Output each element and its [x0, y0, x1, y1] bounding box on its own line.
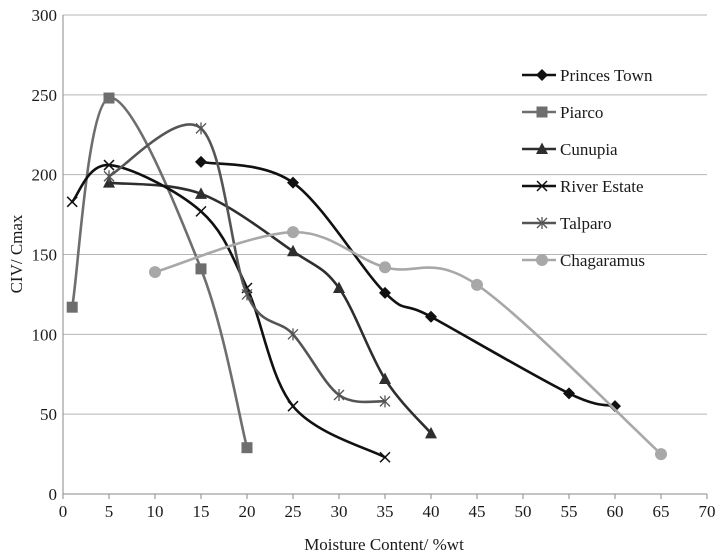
series-cunupia — [103, 176, 437, 439]
data-point — [655, 448, 667, 461]
x-tick-label: 10 — [147, 502, 164, 521]
data-point — [195, 263, 207, 275]
data-point — [103, 92, 115, 104]
legend-item: Talparo — [522, 214, 612, 233]
data-point — [195, 155, 207, 168]
legend-label: Talparo — [560, 214, 612, 233]
x-tick-label: 55 — [561, 502, 578, 521]
series-talparo — [103, 122, 391, 408]
data-point — [609, 400, 621, 413]
data-point — [471, 278, 483, 291]
data-point — [103, 159, 115, 171]
data-point — [379, 395, 391, 408]
data-point — [287, 176, 299, 189]
data-point — [563, 387, 575, 400]
x-tick-labels: 0 5 10 15 20 25 30 35 40 45 50 55 60 65 70 — [59, 502, 716, 521]
x-tick-label: 5 — [105, 502, 114, 521]
data-point — [333, 389, 345, 402]
legend-label: Princes Town — [560, 66, 653, 85]
series-princes-town — [195, 155, 621, 413]
data-point — [425, 310, 437, 323]
x-tick-label: 60 — [607, 502, 624, 521]
x-tick-label: 30 — [331, 502, 348, 521]
series-chagaramus — [149, 226, 667, 461]
y-tick-label: 250 — [32, 86, 58, 105]
y-tick-labels: 0 50 100 150 200 250 300 — [32, 6, 58, 504]
y-tick-label: 200 — [32, 166, 58, 185]
x-tick-label: 35 — [377, 502, 394, 521]
legend: Princes Town Piarco Cunupia River Estate Tal… — [522, 66, 653, 270]
data-point — [195, 205, 207, 217]
legend-item: River Estate — [522, 177, 644, 196]
series-line — [199, 160, 617, 408]
axes — [62, 15, 708, 499]
x-tick-label: 0 — [59, 502, 68, 521]
data-point — [379, 372, 391, 385]
data-point — [195, 122, 207, 135]
x-axis-label: Moisture Content/ %wt — [304, 535, 464, 554]
data-point — [333, 281, 345, 294]
legend-item: Piarco — [522, 103, 603, 122]
gridlines — [63, 14, 707, 415]
legend-item: Chagaramus — [522, 251, 645, 270]
x-tick-label: 50 — [515, 502, 532, 521]
x-tick-label: 45 — [469, 502, 486, 521]
data-point — [195, 187, 207, 199]
legend-item: Cunupia — [522, 140, 618, 159]
legend-label: Chagaramus — [560, 251, 645, 270]
data-point — [66, 196, 78, 208]
x-tick-label: 65 — [653, 502, 670, 521]
x-tick-label: 25 — [285, 502, 302, 521]
legend-label: Cunupia — [560, 140, 618, 159]
data-point — [379, 286, 391, 299]
data-point — [287, 244, 299, 257]
y-tick-label: 100 — [32, 325, 58, 344]
y-tick-label: 150 — [32, 246, 58, 265]
x-tick-label: 40 — [423, 502, 440, 521]
legend-marker — [536, 69, 548, 81]
legend-marker — [536, 254, 548, 266]
data-point — [66, 301, 78, 313]
series-line — [107, 181, 433, 435]
data-point — [287, 400, 299, 412]
data-point — [379, 451, 391, 463]
series-lines — [66, 92, 667, 463]
legend-marker — [536, 180, 548, 192]
data-point — [241, 288, 253, 301]
y-axis-label: CIV/ Cmax — [7, 214, 26, 293]
series-river-estate — [66, 159, 391, 463]
data-point — [287, 226, 299, 239]
x-tick-label: 15 — [193, 502, 210, 521]
data-point — [425, 426, 437, 439]
data-point — [149, 266, 161, 279]
data-point — [379, 261, 391, 274]
legend-marker — [536, 217, 548, 229]
legend-item: Princes Town — [522, 66, 653, 85]
x-tick-label: 70 — [699, 502, 716, 521]
x-tick-label: 20 — [239, 502, 256, 521]
y-tick-label: 0 — [49, 485, 58, 504]
legend-marker — [536, 142, 548, 154]
legend-label: River Estate — [560, 177, 644, 196]
legend-marker — [536, 106, 548, 118]
data-point — [241, 442, 253, 454]
y-tick-label: 50 — [40, 405, 57, 424]
y-tick-label: 300 — [32, 6, 58, 25]
data-point — [103, 170, 115, 183]
data-point — [287, 328, 299, 341]
legend-label: Piarco — [560, 103, 603, 122]
